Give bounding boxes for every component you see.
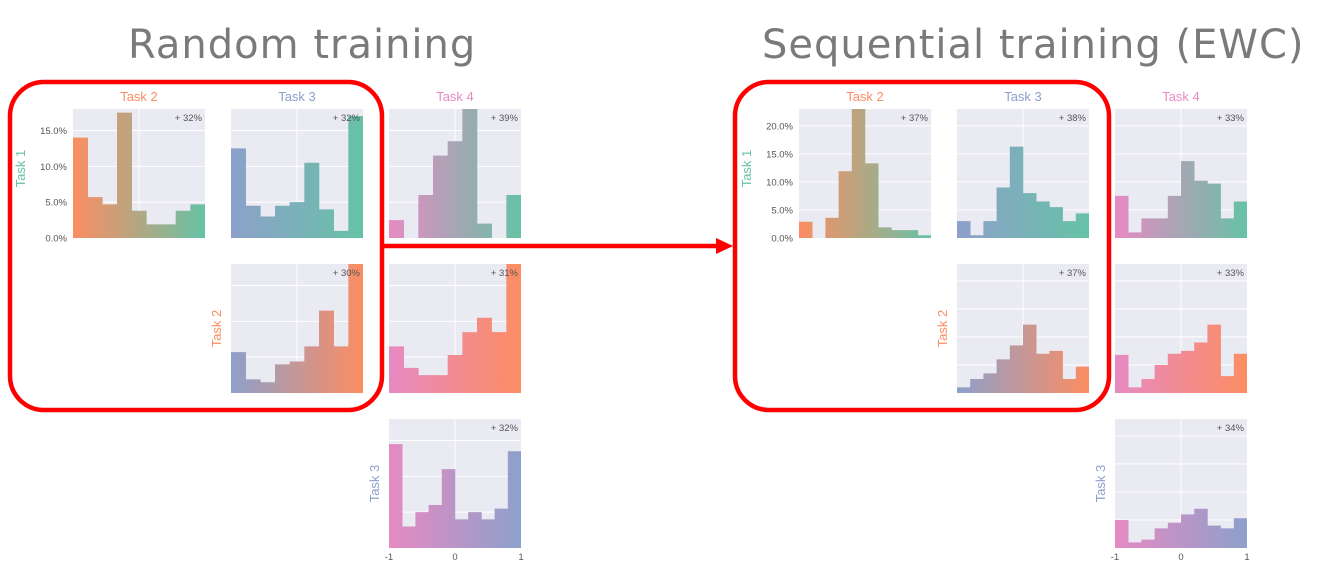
histogram-panel: + 37% Task 2	[935, 264, 1089, 393]
percent-annotation: + 34%	[1217, 423, 1245, 434]
row-label-task-3: Task 3	[1093, 465, 1108, 503]
histogram-panel: + 39%	[389, 109, 521, 238]
x-tick-label: 1	[518, 552, 523, 563]
y-tick-label: 0.0%	[45, 234, 67, 245]
column-title-task-4: Task 4	[1162, 89, 1200, 104]
y-tick-label: 5.0%	[771, 205, 793, 216]
column-title-task-3: Task 3	[1004, 89, 1042, 104]
histogram-panel: + 33%	[1115, 264, 1247, 393]
y-tick-label: 10.0%	[766, 177, 793, 188]
y-tick-label: 15.0%	[40, 126, 67, 137]
row-label-task-1: Task 1	[13, 150, 28, 188]
histogram-panel: + 34% Task 3 -1 0 1	[1093, 419, 1250, 563]
row-label-task-1: Task 1	[739, 150, 754, 188]
percent-annotation: + 38%	[1059, 113, 1087, 124]
histogram-panel: + 30% Task 2	[209, 264, 363, 393]
column-title-task-4: Task 4	[436, 89, 474, 104]
column-title-task-2: Task 2	[120, 89, 158, 104]
y-tick-label: 10.0%	[40, 162, 67, 173]
percent-annotation: + 37%	[1059, 268, 1087, 279]
right-group-title: Sequential training (EWC)	[762, 22, 1305, 68]
column-title-task-3: Task 3	[278, 89, 316, 104]
left-highlight-box	[7, 79, 385, 413]
histogram-panel: + 31%	[389, 264, 521, 393]
percent-annotation: + 37%	[901, 113, 929, 124]
row-label-task-2: Task 2	[935, 310, 950, 348]
y-tick-label: 20.0%	[766, 121, 793, 132]
percent-annotation: + 32%	[333, 113, 361, 124]
histogram-panel: + 32%	[231, 109, 363, 238]
x-tick-label: 0	[452, 552, 457, 563]
y-tick-label: 15.0%	[766, 149, 793, 160]
percent-annotation: + 33%	[1217, 113, 1245, 124]
histogram-panel: + 37% 0.0% 5.0% 10.0% 15.0% 20.0% Task 1	[739, 109, 931, 245]
row-label-task-2: Task 2	[209, 310, 224, 348]
percent-annotation: + 30%	[333, 268, 361, 279]
x-tick-label: 1	[1244, 552, 1249, 563]
arrow-head	[716, 238, 733, 254]
percent-annotation: + 32%	[491, 423, 519, 434]
x-tick-label: 0	[1178, 552, 1183, 563]
histogram-panel: + 32% 0.0% 5.0% 10.0% 15.0% Task 1	[13, 109, 205, 245]
left-group-title: Random training	[128, 22, 477, 68]
percent-annotation: + 32%	[175, 113, 203, 124]
column-title-task-2: Task 2	[846, 89, 884, 104]
histogram-panel: + 38%	[957, 109, 1089, 238]
percent-annotation: + 31%	[491, 268, 519, 279]
x-tick-label: -1	[385, 552, 393, 563]
y-tick-label: 5.0%	[45, 198, 67, 209]
percent-annotation: + 33%	[1217, 268, 1245, 279]
row-label-task-3: Task 3	[367, 465, 382, 503]
right-highlight-box	[732, 79, 1112, 413]
x-tick-label: -1	[1111, 552, 1119, 563]
histogram-panel: + 32% Task 3 -1 0 1	[367, 419, 524, 563]
histogram-panel: + 33%	[1115, 109, 1247, 238]
percent-annotation: + 39%	[491, 113, 519, 124]
y-tick-label: 0.0%	[771, 234, 793, 245]
